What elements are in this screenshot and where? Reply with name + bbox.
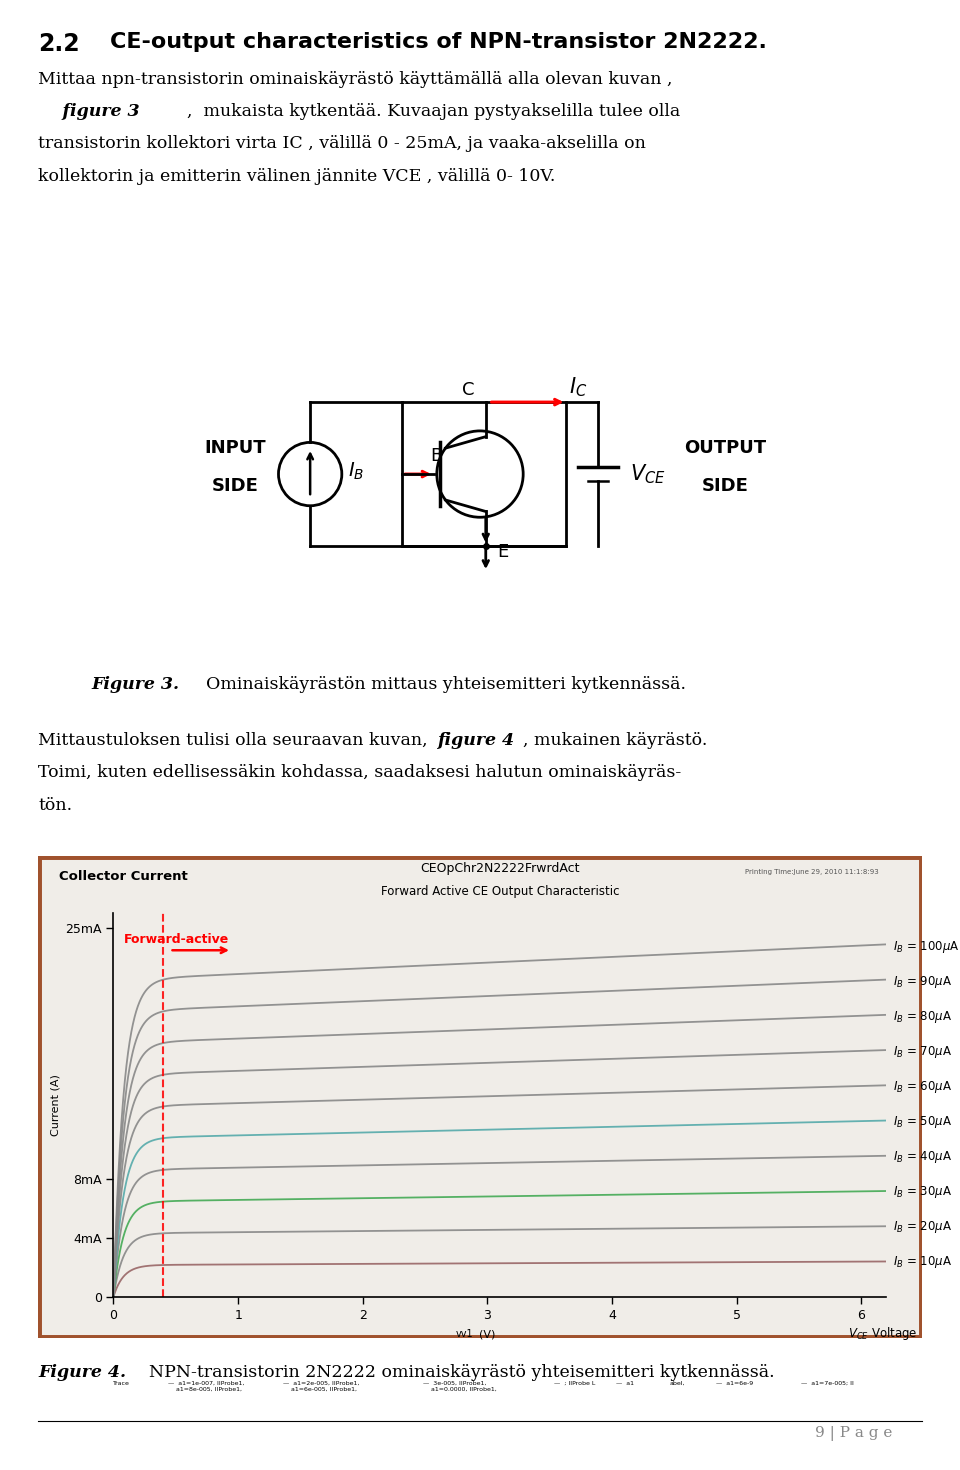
Text: $I_B$ = 90$\mu$A: $I_B$ = 90$\mu$A — [893, 973, 951, 989]
Text: —  3e-005, IIProbe1,
    a1=0.0000, IIProbe1,: — 3e-005, IIProbe1, a1=0.0000, IIProbe1, — [422, 1380, 496, 1392]
Text: kollektorin ja emitterin välinen jännite VCE , välillä 0- 10V.: kollektorin ja emitterin välinen jännite… — [38, 168, 556, 185]
Text: Printing Time:June 29, 2010 11:1:8:93: Printing Time:June 29, 2010 11:1:8:93 — [745, 869, 878, 875]
Text: $I_B$ = 60$\mu$A: $I_B$ = 60$\mu$A — [893, 1079, 951, 1095]
Text: transistorin kollektori virta IC , välillä 0 - 25mA, ja vaaka-akselilla on: transistorin kollektori virta IC , välil… — [38, 135, 646, 153]
Text: (V): (V) — [479, 1329, 495, 1339]
Text: $I_C$: $I_C$ — [569, 376, 588, 400]
Text: Toimi, kuten edellisessäkin kohdassa, saadaksesi halutun ominaiskäyräs-: Toimi, kuten edellisessäkin kohdassa, sa… — [38, 764, 682, 782]
Text: $I_B$ = 40$\mu$A: $I_B$ = 40$\mu$A — [893, 1148, 951, 1164]
Text: —  a1=1e-007, IIProbe1,
    a1=8e-005, IIProbe1,: — a1=1e-007, IIProbe1, a1=8e-005, IIProb… — [168, 1380, 244, 1392]
Text: $V_{CE}$ Voltage: $V_{CE}$ Voltage — [848, 1326, 917, 1342]
Text: $I_B$: $I_B$ — [348, 460, 364, 482]
Text: CEOpChr2N2222FrwrdAct: CEOpChr2N2222FrwrdAct — [420, 861, 580, 875]
Text: $V_{CE}$: $V_{CE}$ — [630, 462, 665, 487]
Text: Figure 4.: Figure 4. — [38, 1364, 127, 1382]
Text: tön.: tön. — [38, 797, 73, 814]
Text: figure 3: figure 3 — [38, 103, 140, 121]
Text: Forward-active: Forward-active — [124, 933, 228, 945]
Text: SIDE: SIDE — [701, 476, 748, 495]
Text: NPN-transistorin 2N2222 ominaiskäyrästö yhteisemitteri kytkennässä.: NPN-transistorin 2N2222 ominaiskäyrästö … — [149, 1364, 775, 1382]
Text: ,  mukaista kytkentää. Kuvaajan pystyakselilla tulee olla: , mukaista kytkentää. Kuvaajan pystyakse… — [187, 103, 681, 121]
Text: E: E — [497, 544, 509, 562]
Text: $I_B$ = 30$\mu$A: $I_B$ = 30$\mu$A — [893, 1183, 951, 1200]
Text: C: C — [462, 381, 475, 400]
Text: $I_B$ = 10$\mu$A: $I_B$ = 10$\mu$A — [893, 1254, 951, 1270]
Text: Mittaustuloksen tulisi olla seuraavan kuvan,: Mittaustuloksen tulisi olla seuraavan ku… — [38, 732, 434, 750]
FancyBboxPatch shape — [38, 856, 922, 1338]
Text: Current (A): Current (A) — [51, 1075, 60, 1136]
Text: B: B — [431, 447, 443, 466]
Text: Mittaa npn-transistorin ominaiskäyrästö käyttämällä alla olevan kuvan ,: Mittaa npn-transistorin ominaiskäyrästö … — [38, 71, 673, 88]
Text: $I_B$ = 100$\mu$A: $I_B$ = 100$\mu$A — [893, 939, 959, 954]
Text: Forward Active CE Output Characteristic: Forward Active CE Output Characteristic — [380, 885, 619, 898]
Text: CE-output characteristics of NPN-transistor 2N2222.: CE-output characteristics of NPN-transis… — [110, 32, 767, 53]
Text: Trace: Trace — [113, 1380, 131, 1386]
Text: $I_B$ = 70$\mu$A: $I_B$ = 70$\mu$A — [893, 1044, 951, 1060]
Text: Ominaiskäyrästön mittaus yhteisemitteri kytkennässä.: Ominaiskäyrästön mittaus yhteisemitteri … — [206, 676, 686, 694]
Text: OUTPUT: OUTPUT — [684, 440, 766, 457]
Text: —  a1=6e-9: — a1=6e-9 — [716, 1380, 754, 1386]
Text: Collector Current: Collector Current — [60, 870, 188, 882]
Text: , mukainen käyrästö.: , mukainen käyrästö. — [523, 732, 708, 750]
Text: —  a1=7e-005; II: — a1=7e-005; II — [802, 1380, 854, 1386]
Text: 9 | P a g e: 9 | P a g e — [815, 1426, 893, 1441]
Text: 2.2: 2.2 — [38, 32, 80, 56]
Text: INPUT: INPUT — [204, 440, 266, 457]
Text: abel,: abel, — [670, 1380, 685, 1386]
Text: —  a1: — a1 — [615, 1380, 634, 1386]
Text: $I_B$ = 50$\mu$A: $I_B$ = 50$\mu$A — [893, 1114, 951, 1129]
Text: vv1: vv1 — [456, 1329, 474, 1339]
Text: $I_B$ = 20$\mu$A: $I_B$ = 20$\mu$A — [893, 1219, 951, 1235]
Text: —  ; IIProbe L: — ; IIProbe L — [554, 1380, 595, 1386]
Text: SIDE: SIDE — [212, 476, 259, 495]
Text: figure 4: figure 4 — [437, 732, 514, 750]
Bar — [402, 403, 566, 545]
Text: $I_B$ = 80$\mu$A: $I_B$ = 80$\mu$A — [893, 1008, 951, 1025]
Text: —  a1=2e-005, IIProbe1,
    a1=6e-005, IIProbe1,: — a1=2e-005, IIProbe1, a1=6e-005, IIProb… — [283, 1380, 360, 1392]
Text: Figure 3.: Figure 3. — [91, 676, 180, 694]
